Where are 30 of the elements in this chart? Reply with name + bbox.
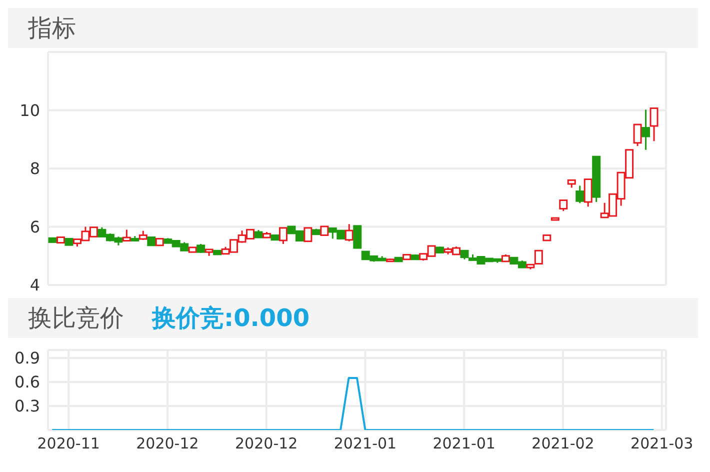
x-tick-label: 2021-01 — [334, 434, 397, 453]
chart-title: 指标 — [28, 13, 76, 44]
candlestick — [576, 184, 584, 204]
candlestick — [304, 227, 312, 242]
y-tick-label: 10 — [20, 100, 40, 120]
y-tick-label: 6 — [30, 217, 40, 236]
x-tick-label: 2020-12 — [136, 434, 199, 453]
candlestick — [642, 108, 650, 151]
x-tick-label: 2021-02 — [532, 434, 594, 453]
candlestick — [633, 124, 642, 147]
candlestick — [650, 107, 658, 142]
y-tick-label: 0.6 — [14, 372, 40, 392]
candlestick — [196, 243, 206, 254]
candlestick — [122, 228, 131, 242]
candlestick — [344, 223, 354, 242]
chart-subtitle: 换价竞:0.000 — [152, 303, 310, 334]
candlestick — [278, 227, 288, 245]
x-tick-label: 2020-11 — [37, 434, 100, 453]
x-tick-label: 2021-01 — [432, 434, 496, 453]
y-tick-label: 4 — [30, 276, 40, 295]
y-tick-label: 8 — [30, 159, 40, 178]
x-tick-label: 2020-12 — [235, 434, 298, 453]
x-tick-label: 2021-03 — [630, 434, 694, 453]
candlestick — [559, 199, 568, 212]
candlestick — [138, 230, 148, 241]
chart-title: 换比竞价 — [28, 303, 124, 334]
candlestick — [584, 178, 592, 208]
y-tick-label: 0.3 — [14, 396, 40, 416]
y-tick-label: 0.9 — [14, 348, 40, 368]
candlestick — [353, 225, 362, 249]
